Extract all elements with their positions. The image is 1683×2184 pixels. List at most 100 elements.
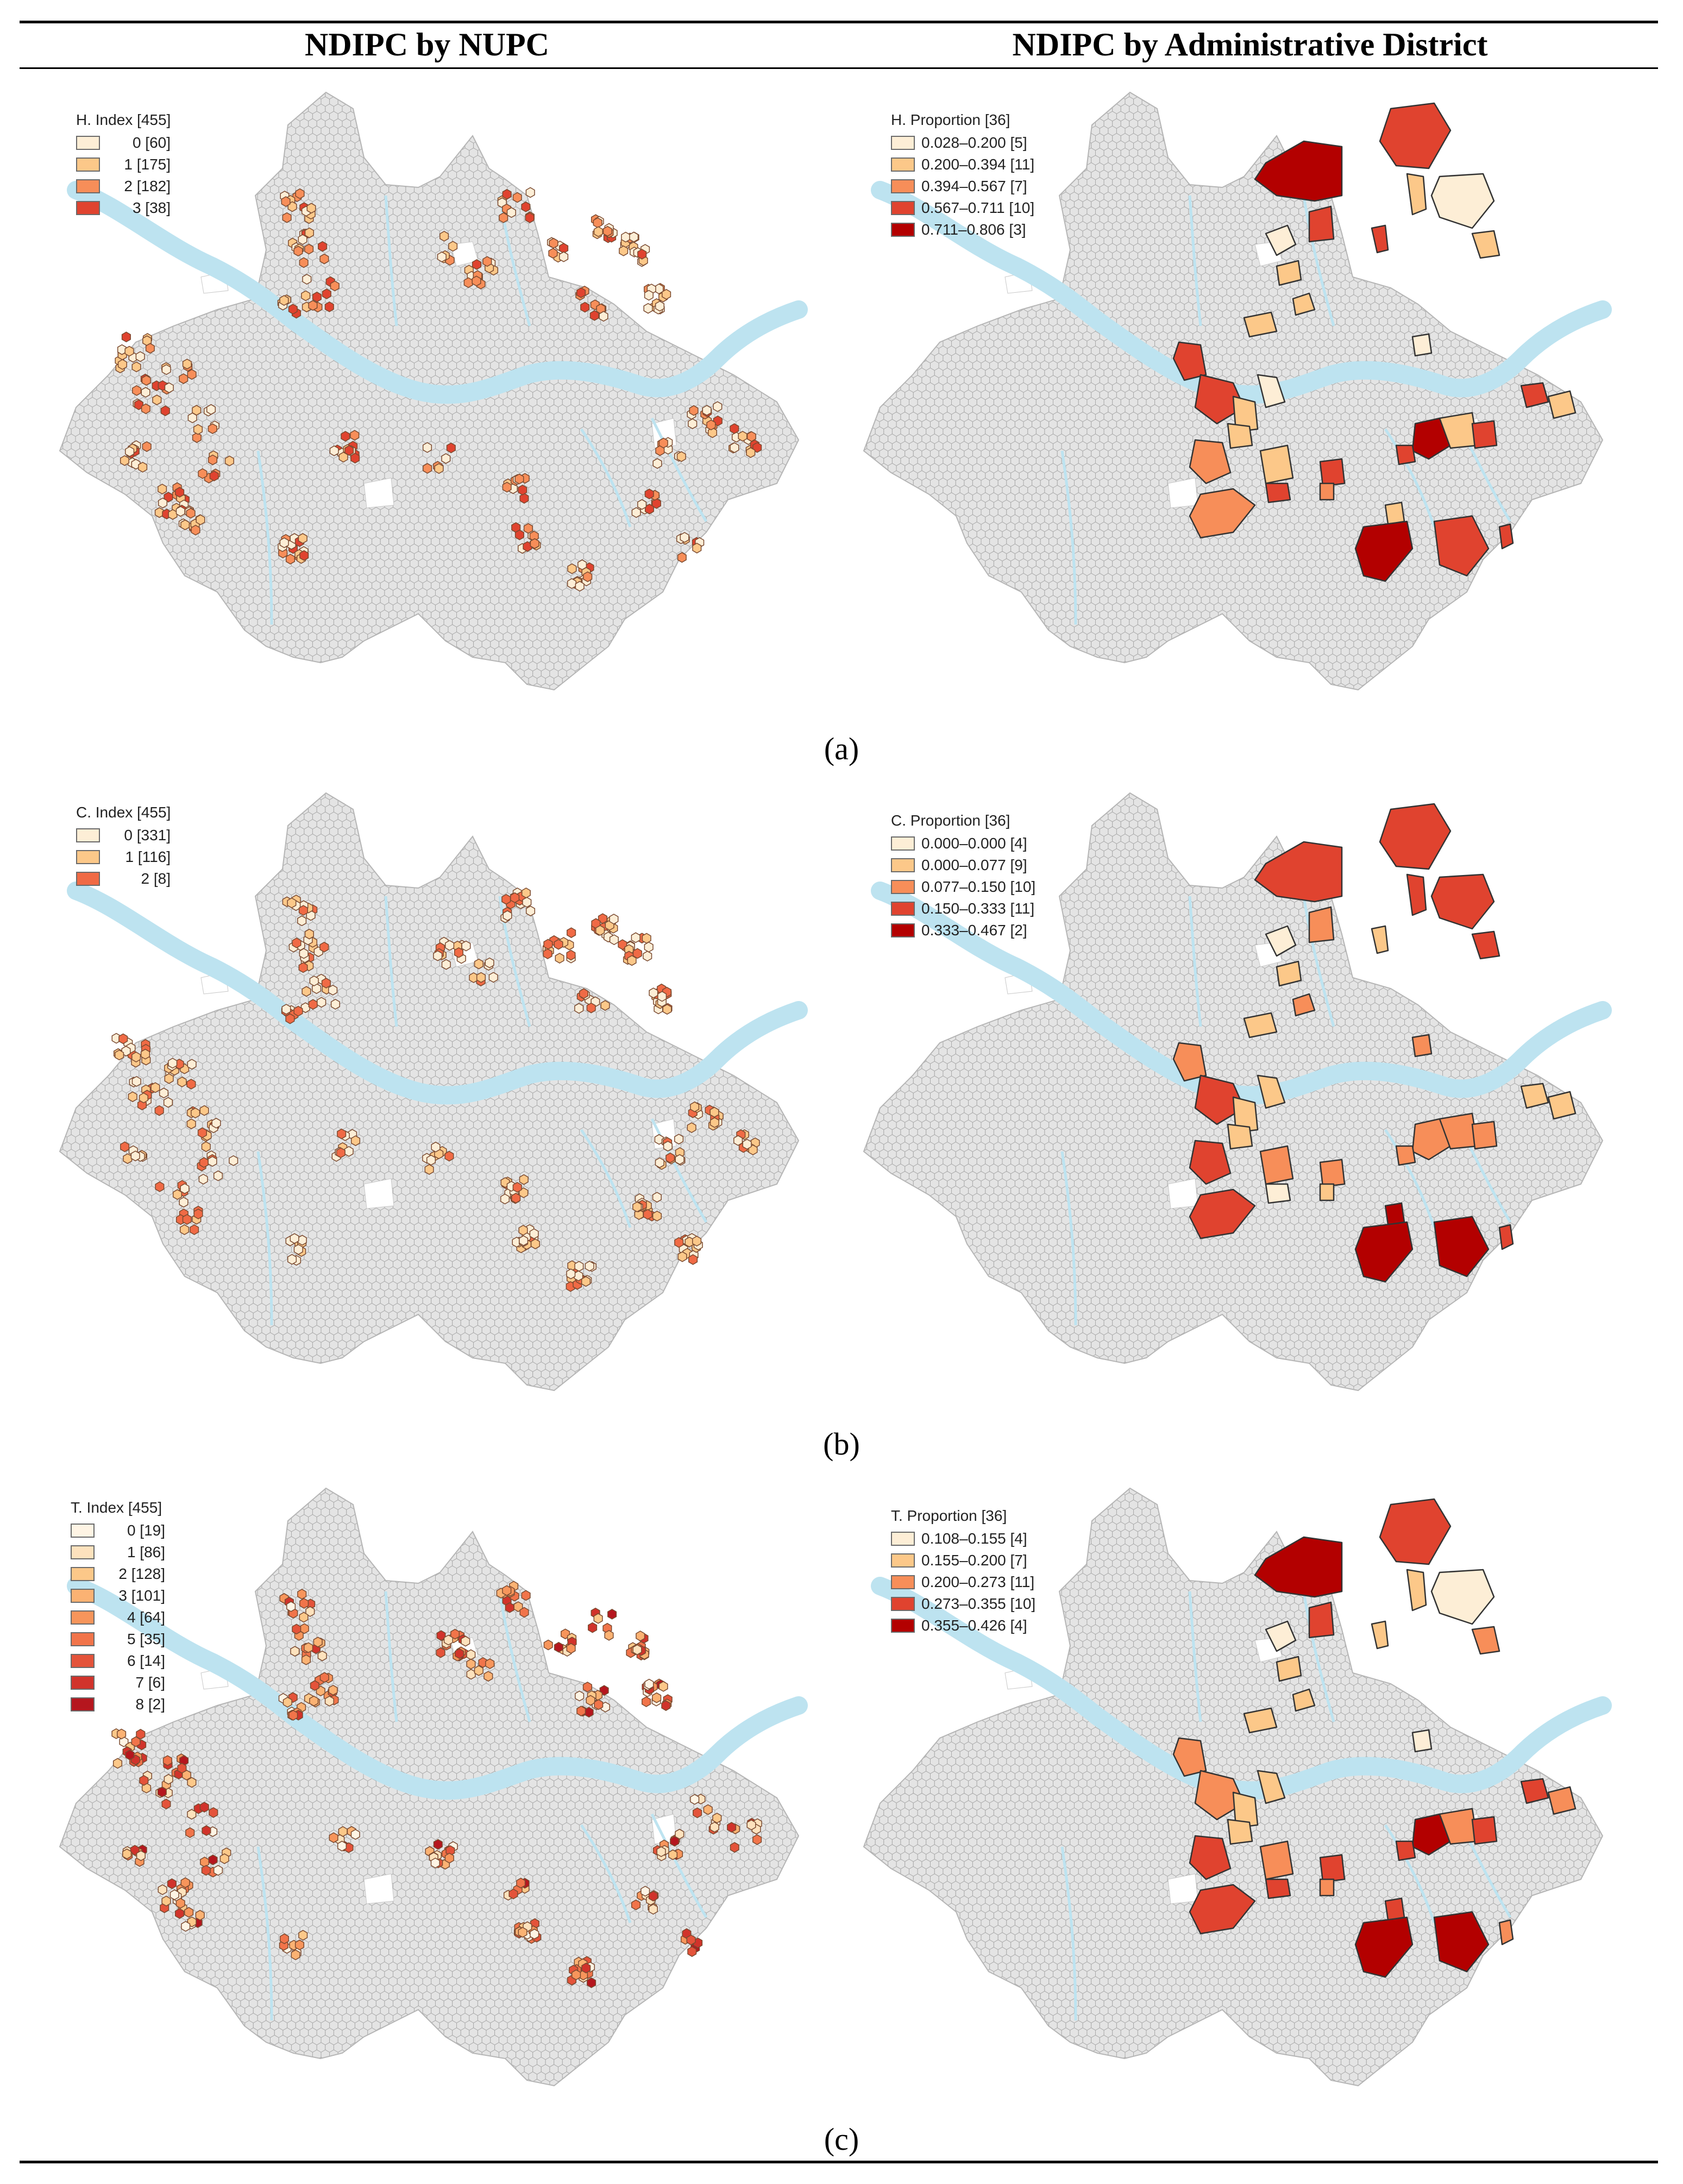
nupc-cell (192, 432, 202, 443)
nupc-cell (511, 1192, 521, 1204)
legend-label: 1 [86] (95, 1544, 165, 1561)
nupc-cell (208, 423, 217, 435)
district-polygon (1471, 420, 1498, 449)
nupc-cell (321, 978, 331, 989)
nupc-cell (604, 1630, 614, 1641)
nupc-cell (730, 442, 739, 454)
nupc-cell (439, 231, 449, 242)
nupc-cell (506, 207, 516, 218)
nupc-cell (209, 470, 219, 482)
nupc-cell (186, 508, 196, 519)
nupc-cell (158, 498, 168, 508)
nupc-cell (141, 403, 150, 414)
legend-item: 3 [38] (76, 197, 171, 219)
legend-t-proportion: T. Proportion [36] 0.108–0.155 [4] 0.155… (891, 1507, 1035, 1637)
nupc-cell (503, 910, 512, 921)
nupc-cell (690, 1101, 700, 1112)
nupc-cell (674, 1237, 684, 1248)
nupc-cell (530, 538, 539, 549)
nupc-cell (445, 940, 455, 951)
nupc-cell (112, 1758, 123, 1769)
district-polygon (1498, 1224, 1514, 1250)
nupc-cell (140, 1048, 150, 1060)
nupc-cell (139, 1775, 149, 1786)
district-polygon (1265, 482, 1291, 503)
nupc-cell (454, 947, 463, 958)
district-polygon (1259, 1840, 1294, 1880)
nupc-cell (483, 1671, 493, 1682)
nupc-cell (319, 253, 329, 265)
lake (1167, 1873, 1198, 1904)
nupc-cell (319, 941, 329, 953)
district-polygon (1227, 423, 1253, 449)
nupc-cell (201, 1865, 211, 1876)
nupc-cell (434, 463, 444, 474)
nupc-cell (193, 424, 203, 435)
nupc-cell (120, 455, 129, 466)
nupc-cell (501, 893, 511, 905)
nupc-cell (632, 1201, 642, 1212)
nupc-cell (567, 563, 577, 574)
nupc-cell (688, 1254, 698, 1265)
nupc-cell (574, 1270, 583, 1281)
nupc-cell (177, 1763, 187, 1774)
nupc-cell (298, 1930, 308, 1941)
nupc-cell (328, 985, 338, 996)
legend-swatch (76, 179, 100, 193)
legend-swatch (71, 1697, 95, 1711)
nupc-cell (301, 290, 311, 301)
district-polygon (1471, 230, 1500, 259)
legend-label: 0.000–0.077 [9] (921, 857, 1027, 874)
lake (1167, 477, 1198, 508)
district-polygon (1430, 173, 1495, 229)
district-polygon (1411, 1729, 1433, 1753)
nupc-cell (693, 1807, 702, 1818)
nupc-cell (518, 1225, 528, 1236)
legend-swatch (891, 836, 915, 851)
nupc-cell (190, 1224, 199, 1235)
nupc-cell (136, 1850, 146, 1861)
legend-label: 0.567–0.711 [10] (921, 199, 1034, 217)
nupc-cell (124, 345, 134, 357)
nupc-cell (692, 543, 702, 553)
nupc-cell (158, 1884, 167, 1895)
nupc-cell (602, 225, 612, 237)
nupc-cell (512, 192, 522, 203)
nupc-cell (202, 1825, 211, 1836)
nupc-cell (297, 1589, 307, 1600)
top-rule (20, 21, 1658, 23)
legend-label: 4 [64] (95, 1609, 165, 1626)
nupc-cell (566, 1268, 576, 1280)
nupc-cell (299, 948, 309, 959)
nupc-cell (444, 1853, 454, 1864)
nupc-cell (290, 1233, 299, 1244)
nupc-cell (304, 243, 314, 255)
nupc-cell (145, 343, 155, 354)
nupc-cell (505, 1602, 514, 1613)
district-polygon (1319, 458, 1346, 487)
nupc-cell (187, 412, 197, 424)
nupc-cell (164, 1073, 174, 1084)
legend-label: 0.273–0.355 [10] (921, 1595, 1035, 1613)
legend-item: 0.155–0.200 [7] (891, 1550, 1035, 1571)
nupc-cell (466, 1649, 476, 1660)
legend-c-index: C. Index [455] 0 [331] 1 [116] 2 [8] (76, 804, 171, 890)
nupc-cell (516, 1878, 526, 1889)
district-polygon (1319, 1183, 1335, 1201)
panel-caption-b: (b) (0, 1426, 1683, 1462)
nupc-cell (115, 1049, 124, 1061)
legend-label: 0.150–0.333 [11] (921, 900, 1034, 917)
nupc-cell (285, 1013, 295, 1024)
nupc-cell (643, 303, 653, 314)
nupc-cell (502, 1585, 512, 1596)
nupc-cell (201, 1141, 211, 1153)
legend-item: 0.200–0.273 [11] (891, 1571, 1035, 1593)
district-polygon (1471, 1121, 1498, 1150)
district-polygon (1384, 1897, 1405, 1921)
nupc-cell (629, 231, 639, 243)
nupc-cell (746, 1820, 756, 1830)
nupc-cell (518, 1927, 527, 1938)
nupc-cell (652, 1192, 662, 1203)
legend-swatch (71, 1676, 95, 1690)
nupc-cell (644, 941, 654, 953)
